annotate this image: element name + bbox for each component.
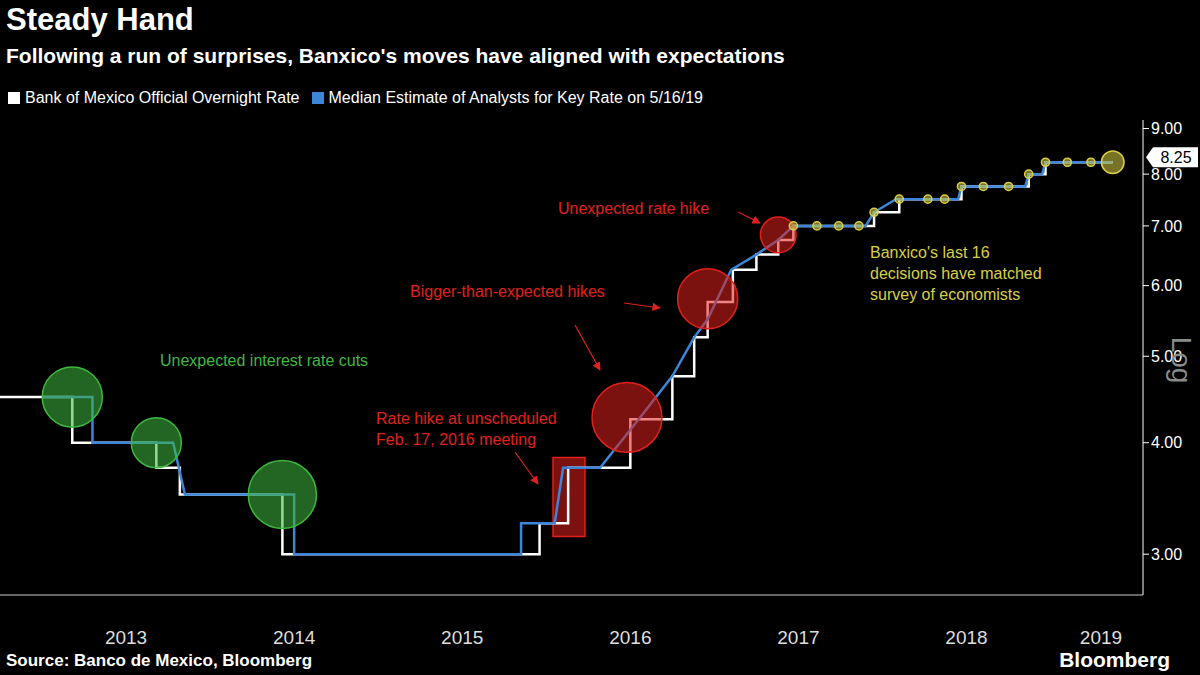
svg-text:Bigger-than-expected hikes: Bigger-than-expected hikes xyxy=(410,283,605,300)
svg-text:5.00: 5.00 xyxy=(1151,348,1182,365)
svg-text:8.00: 8.00 xyxy=(1151,166,1182,183)
html-text:Steady Hand: Steady Hand xyxy=(6,2,194,37)
html-text:Bank of Mexico Official Overni: Bank of Mexico Official Overnight Rate xyxy=(25,89,300,106)
svg-text:9.00: 9.00 xyxy=(1151,120,1182,137)
svg-text:Log: Log xyxy=(1166,337,1192,384)
html-text:Bloomberg: Bloomberg xyxy=(1059,648,1170,671)
svg-text:3.00: 3.00 xyxy=(1151,546,1182,563)
svg-text:Banxico's last 16decisions hav: Banxico's last 16decisions have matcheds… xyxy=(870,244,1042,303)
svg-text:8.25: 8.25 xyxy=(1160,149,1191,166)
svg-text:2015: 2015 xyxy=(441,627,483,648)
svg-text:Rate hike at unscheduledFeb. 1: Rate hike at unscheduledFeb. 17, 2016 me… xyxy=(376,410,557,448)
svg-text:2014: 2014 xyxy=(273,627,316,648)
svg-text:Unexpected interest rate cuts: Unexpected interest rate cuts xyxy=(160,352,368,369)
svg-text:2017: 2017 xyxy=(777,627,819,648)
svg-text:2013: 2013 xyxy=(105,627,147,648)
svg-text:7.00: 7.00 xyxy=(1151,218,1182,235)
svg-text:2018: 2018 xyxy=(945,627,987,648)
svg-text:4.00: 4.00 xyxy=(1151,434,1182,451)
svg-text:2016: 2016 xyxy=(609,627,651,648)
html-text:Following a run of surprises,: Following a run of surprises, Banxico's … xyxy=(6,44,785,67)
svg-text:2019: 2019 xyxy=(1080,627,1122,648)
html-text:Source: Banco de Mexico, Bloom: Source: Banco de Mexico, Bloomberg xyxy=(6,651,313,670)
html-text:Median Estimate of Analysts fo: Median Estimate of Analysts for Key Rate… xyxy=(328,89,703,106)
svg-text:6.00: 6.00 xyxy=(1151,277,1182,294)
svg-text:Unexpected rate hike: Unexpected rate hike xyxy=(558,200,709,217)
